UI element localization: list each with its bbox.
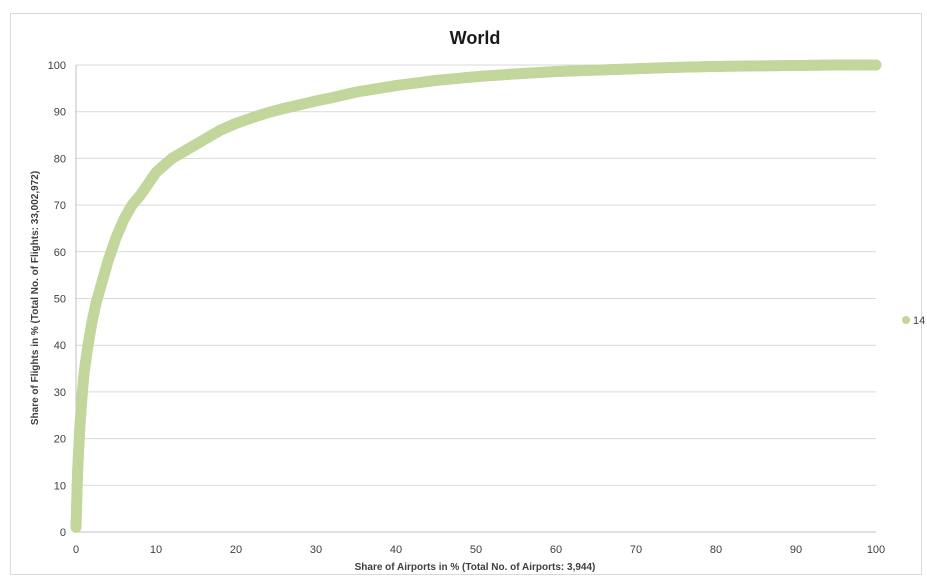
y-tick-label-40: 40	[54, 340, 66, 352]
x-tick-label-20: 20	[230, 544, 242, 556]
chart-title: World	[450, 28, 501, 48]
legend: 14	[902, 315, 925, 327]
y-tick-label-50: 50	[54, 294, 66, 306]
x-tick-label-10: 10	[150, 544, 162, 556]
y-tick-label-80: 80	[54, 153, 66, 165]
x-tick-label-80: 80	[710, 544, 722, 556]
y-tick-label-20: 20	[54, 434, 66, 446]
x-tick-label-60: 60	[550, 544, 562, 556]
x-tick-label-40: 40	[390, 544, 402, 556]
y-tick-label-0: 0	[60, 527, 66, 539]
x-tick-label-50: 50	[470, 544, 482, 556]
data-point	[870, 59, 882, 71]
y-axis-title: Share of Flights in % (Total No. of Flig…	[30, 171, 41, 425]
y-tick-label-100: 100	[48, 60, 66, 72]
x-tick-label-100: 100	[867, 544, 885, 556]
y-tick-label-10: 10	[54, 480, 66, 492]
chart-area	[10, 13, 922, 575]
legend-marker	[902, 316, 910, 324]
x-tick-label-90: 90	[790, 544, 802, 556]
legend-label: 14	[913, 315, 925, 327]
y-tick-label-70: 70	[54, 200, 66, 212]
x-tick-label-0: 0	[73, 544, 79, 556]
x-tick-labels: 0 10 20 30 40 50 60 70 80 90 100	[73, 544, 885, 556]
x-axis-title: Share of Airports in % (Total No. of Air…	[355, 562, 596, 573]
series-14	[70, 59, 882, 533]
y-tick-label-60: 60	[54, 247, 66, 259]
gridlines	[75, 64, 876, 533]
y-tick-labels: 0 10 20 30 40 50 60 70 80 90 100	[48, 60, 66, 539]
y-tick-label-90: 90	[54, 107, 66, 119]
y-tick-label-30: 30	[54, 387, 66, 399]
x-tick-label-70: 70	[630, 544, 642, 556]
x-tick-label-30: 30	[310, 544, 322, 556]
